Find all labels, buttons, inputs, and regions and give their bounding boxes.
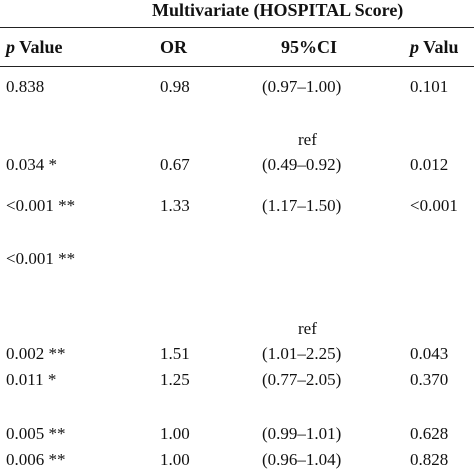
table-row-p2: 0.828 — [410, 450, 449, 469]
table-row-p2: 0.012 — [410, 155, 449, 174]
table-row-or: 1.33 — [160, 196, 190, 215]
table-row-p1: <0.001 ** — [6, 249, 76, 268]
col-header-or: OR — [160, 37, 187, 57]
table-row-p1: 0.005 ** — [6, 424, 66, 443]
table-row-p1: 0.006 ** — [6, 450, 66, 469]
table-row-p1: 0.034 * — [6, 155, 57, 174]
table-row-or: 1.00 — [160, 424, 190, 443]
table-row-ci: (0.49–0.92) — [262, 155, 342, 174]
table-row-p1: <0.001 ** — [6, 196, 76, 215]
table-row-ci: (0.97–1.00) — [262, 77, 342, 96]
table-row-p2: <0.001 — [410, 196, 458, 215]
table-row-ci: (1.17–1.50) — [262, 196, 342, 215]
group-title: Multivariate (HOSPITAL Score) — [152, 0, 404, 20]
table-row-ci: (0.96–1.04) — [262, 450, 342, 469]
table-row-ci: (0.77–2.05) — [262, 370, 342, 389]
table-row-or: 1.51 — [160, 344, 190, 363]
table-row-p2: 0.370 — [410, 370, 449, 389]
col-header-p-value-multivariate: p Valu — [410, 37, 459, 57]
table-row-ci: (0.99–1.01) — [262, 424, 342, 443]
table-row-or: 1.00 — [160, 450, 190, 469]
table-row-ci: ref — [298, 130, 317, 149]
col-header-p-value-univariate: p Value — [6, 37, 63, 57]
table-row-or: 0.98 — [160, 77, 190, 96]
table-row-p2: 0.043 — [410, 344, 449, 363]
table-row-p2: 0.628 — [410, 424, 449, 443]
table-row-ci: ref — [298, 319, 317, 338]
group-rule — [0, 27, 474, 28]
table-row-p2: 0.101 — [410, 77, 449, 96]
table-row-ci: (1.01–2.25) — [262, 344, 342, 363]
table-row-p1: 0.838 — [6, 77, 45, 96]
table-row-or: 0.67 — [160, 155, 190, 174]
table-row-p1: 0.011 * — [6, 370, 57, 389]
header-rule — [0, 66, 474, 67]
col-header-95ci: 95%CI — [281, 37, 338, 57]
table-row-p1: 0.002 ** — [6, 344, 66, 363]
table-row-or: 1.25 — [160, 370, 190, 389]
